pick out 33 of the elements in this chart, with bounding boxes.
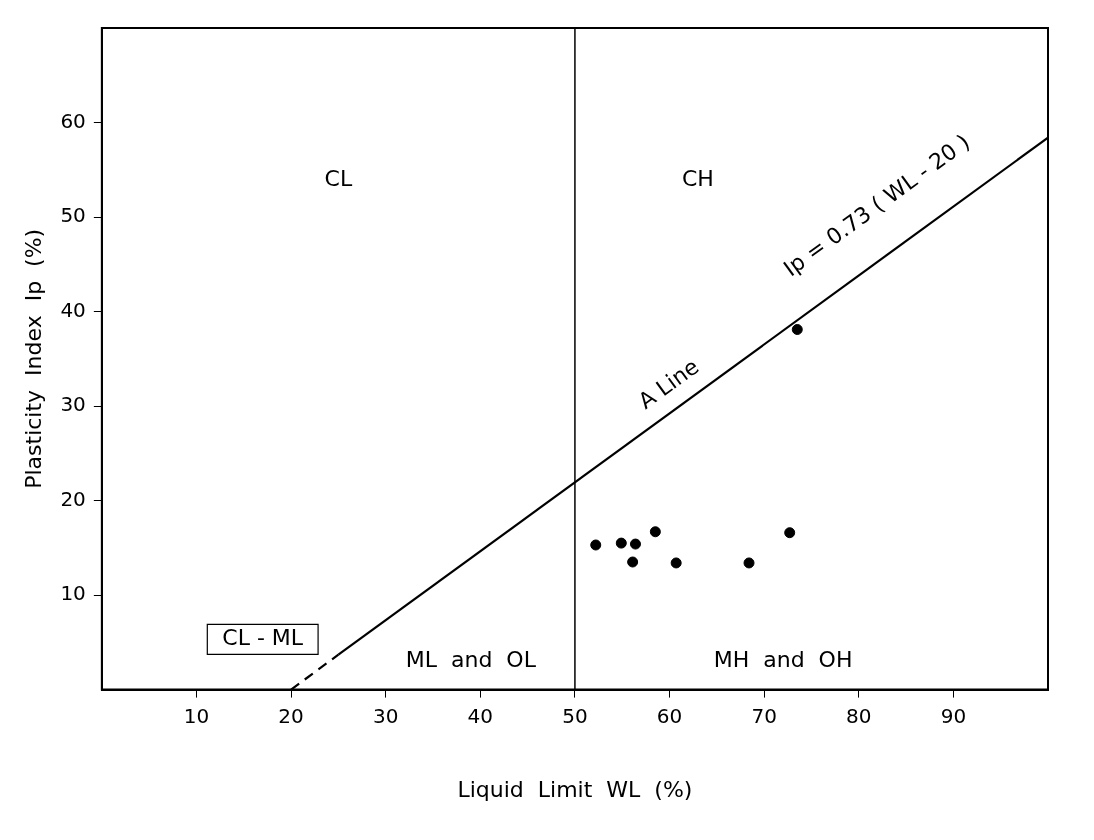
y-tick-label: 50 bbox=[60, 203, 86, 228]
point bbox=[649, 526, 661, 538]
y-axis-title: Plasticity Index Ip (%) bbox=[20, 228, 46, 489]
y-tick-label: 20 bbox=[60, 486, 86, 511]
x-tick-label: 70 bbox=[751, 703, 777, 728]
x-tick-label: 30 bbox=[372, 703, 399, 728]
point bbox=[629, 538, 641, 550]
x-tick-label: 50 bbox=[562, 703, 588, 728]
y-tick-label: 60 bbox=[60, 108, 86, 133]
y-tick-label: 10 bbox=[60, 581, 86, 606]
y-tick-label: 30 bbox=[60, 392, 86, 417]
x-tick-label: 10 bbox=[183, 703, 210, 728]
annotation: ML and OL bbox=[405, 646, 537, 672]
x-axis-title: Liquid Limit WL (%) bbox=[457, 776, 693, 802]
annotation: MH and OH bbox=[713, 646, 853, 672]
annotation: CL - ML bbox=[222, 625, 304, 651]
annotation: CL bbox=[324, 165, 353, 191]
point bbox=[743, 557, 755, 569]
point bbox=[784, 527, 796, 539]
point bbox=[615, 537, 627, 549]
point bbox=[627, 556, 639, 568]
y-tick-label: 40 bbox=[60, 297, 86, 322]
point bbox=[670, 557, 682, 569]
x-tick-label: 80 bbox=[846, 703, 872, 728]
x-tick-label: 90 bbox=[940, 703, 967, 728]
x-tick-label: 60 bbox=[656, 703, 683, 728]
annotation: Ip = 0.73 ( WL - 20 ) bbox=[778, 129, 975, 282]
annotation: A Line bbox=[633, 353, 704, 414]
x-tick-label: 40 bbox=[467, 703, 494, 728]
x-tick-label: 20 bbox=[278, 703, 304, 728]
annotation: CH bbox=[681, 165, 714, 191]
point bbox=[590, 539, 602, 551]
point bbox=[791, 324, 803, 335]
